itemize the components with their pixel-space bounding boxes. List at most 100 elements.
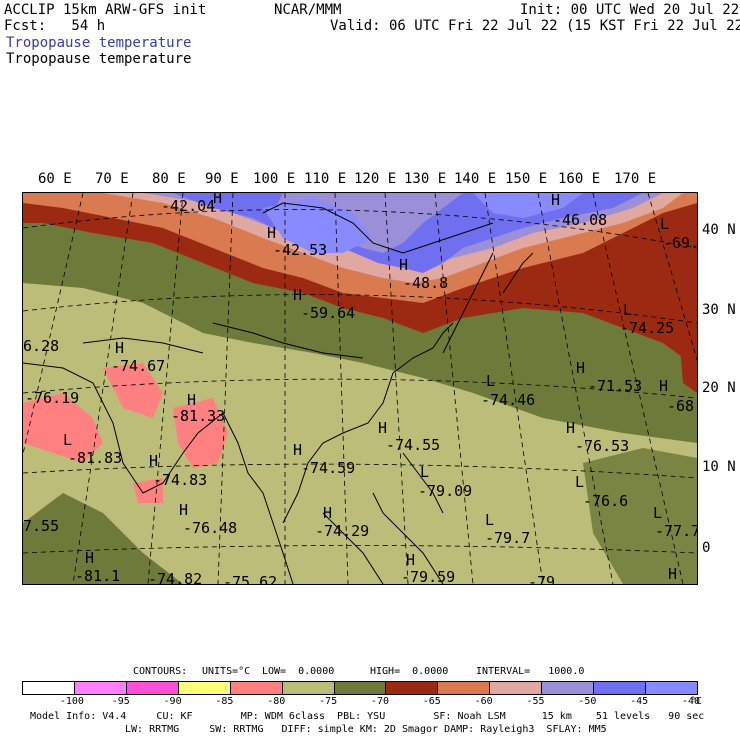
contours-high: HIGH= 0.0000 [370,666,449,677]
lon-label: 100 E [253,171,296,187]
lat-label: 30 N [702,302,736,318]
color-legend-swatch [74,682,127,694]
map-value: -76.48 [183,519,237,537]
map-value: -79 [528,573,555,585]
lon-label: 60 E [38,171,72,187]
low-marker: L [575,473,584,491]
high-marker: H [213,192,222,207]
map-value: -74.25 [620,319,674,337]
high-marker: H [267,224,276,242]
high-marker: H [566,419,575,437]
high-marker: H [659,377,668,395]
lon-label: 160 E [558,171,601,187]
color-legend-swatch [386,682,439,694]
map-value: -74.83 [153,471,207,489]
high-marker: H [149,452,158,470]
org-label: NCAR/MMM [274,2,342,18]
high-marker: H [576,359,585,377]
low-marker: L [63,431,72,449]
high-marker: H [406,551,415,569]
high-marker: H [378,419,387,437]
color-legend-tick: -75 [319,696,338,707]
color-legend-tick: -45 [630,696,649,707]
color-legend-tick: -85 [215,696,234,707]
color-legend-swatch [438,682,491,694]
map-value: -48.8 [403,274,448,292]
color-legend-tick: -80 [267,696,286,707]
map-value: -42.53 [273,241,327,259]
high-marker: H [115,339,124,357]
high-marker: H [293,441,302,459]
contours-low: LOW= 0.0000 [262,666,335,677]
map-value: -46.08 [553,211,607,229]
contours-title: CONTOURS: [133,666,188,677]
map-value: -76.6 [583,492,628,510]
lat-label: 20 N [702,380,736,396]
map-value: -59.64 [301,304,355,322]
lon-label: 140 E [454,171,497,187]
map-value: -74.46 [481,391,535,409]
tropopause-temperature-map: -42.04 -46.08 -69.9 -42.53 -48.8 -59.64 … [22,192,698,585]
shade-minus80-india [103,363,163,418]
map-value: -74.82 [148,570,202,585]
lon-label: 110 E [304,171,347,187]
color-legend-tick: -60 [474,696,493,707]
map-value: -81.1 [75,567,120,585]
color-legend-tick: -90 [163,696,182,707]
color-legend-tick: -70 [370,696,389,707]
color-legend-swatch [334,682,387,694]
init-time: Init: 00 UTC Wed 20 Jul 22 [520,2,740,18]
forecast-hour: Fcst: 54 h [4,18,106,34]
high-marker: H [668,565,677,583]
map-value: -76.19 [25,389,79,407]
shade-minus80-bay [173,398,228,468]
lat-label: 40 N [702,222,736,238]
shade-minus65-east [673,208,697,393]
high-marker: H [187,391,196,409]
map-value: -75.62 [223,573,277,585]
low-marker: L [653,504,662,522]
map-value: 6.28 [23,337,59,355]
high-marker: H [293,286,302,304]
contours-interval: INTERVAL= 1000.0 [476,666,585,677]
color-legend-tick: -100 [59,696,84,707]
shade-minus70-south [23,493,183,584]
lon-label: 90 E [205,171,239,187]
map-value: -79.09 [418,482,472,500]
lon-label: 80 E [152,171,186,187]
color-legend-tick: -65 [422,696,441,707]
color-legend-swatch [594,682,647,694]
map-value: -81.33 [171,407,225,425]
map-value: -77.7 [655,522,698,540]
shade-minus40 [263,198,373,253]
high-marker: H [551,192,560,209]
map-value: -79.59 [401,568,455,585]
map-value: -81.83 [68,449,122,467]
lat-label: 0 [702,540,711,556]
model-physics: LW: RRTMG SW: RRTMG DIFF: simple KM: 2D … [125,724,607,735]
color-legend-tick: -95 [111,696,130,707]
color-legend-swatch [178,682,231,694]
color-legend-tick: -40 [682,696,701,707]
shade-minus40-ne [473,193,583,218]
low-marker: L [420,463,429,481]
map-value: -71.53 [588,377,642,395]
low-marker: L [660,215,669,233]
map-value: -69.9 [663,234,698,252]
color-legend-swatch [542,682,595,694]
map-value: -76.53 [575,437,629,455]
lon-label: 170 E [614,171,657,187]
map-value: -74.67 [111,357,165,375]
shade-minus80-west [23,393,103,463]
coastlines [23,202,534,584]
color-legend-swatch [23,682,75,694]
color-legend-swatch [490,682,543,694]
color-legend-swatch [282,682,335,694]
field-title-blue: Tropopause temperature [6,35,192,51]
valid-time: Valid: 06 UTC Fri 22 Jul 22 (15 KST Fri … [330,18,740,34]
high-marker: H [85,549,94,567]
lon-label: 150 E [505,171,548,187]
color-legend-tick: -55 [526,696,545,707]
field-title: Tropopause temperature [6,51,192,67]
contours-units: UNITS=°C [202,666,251,677]
